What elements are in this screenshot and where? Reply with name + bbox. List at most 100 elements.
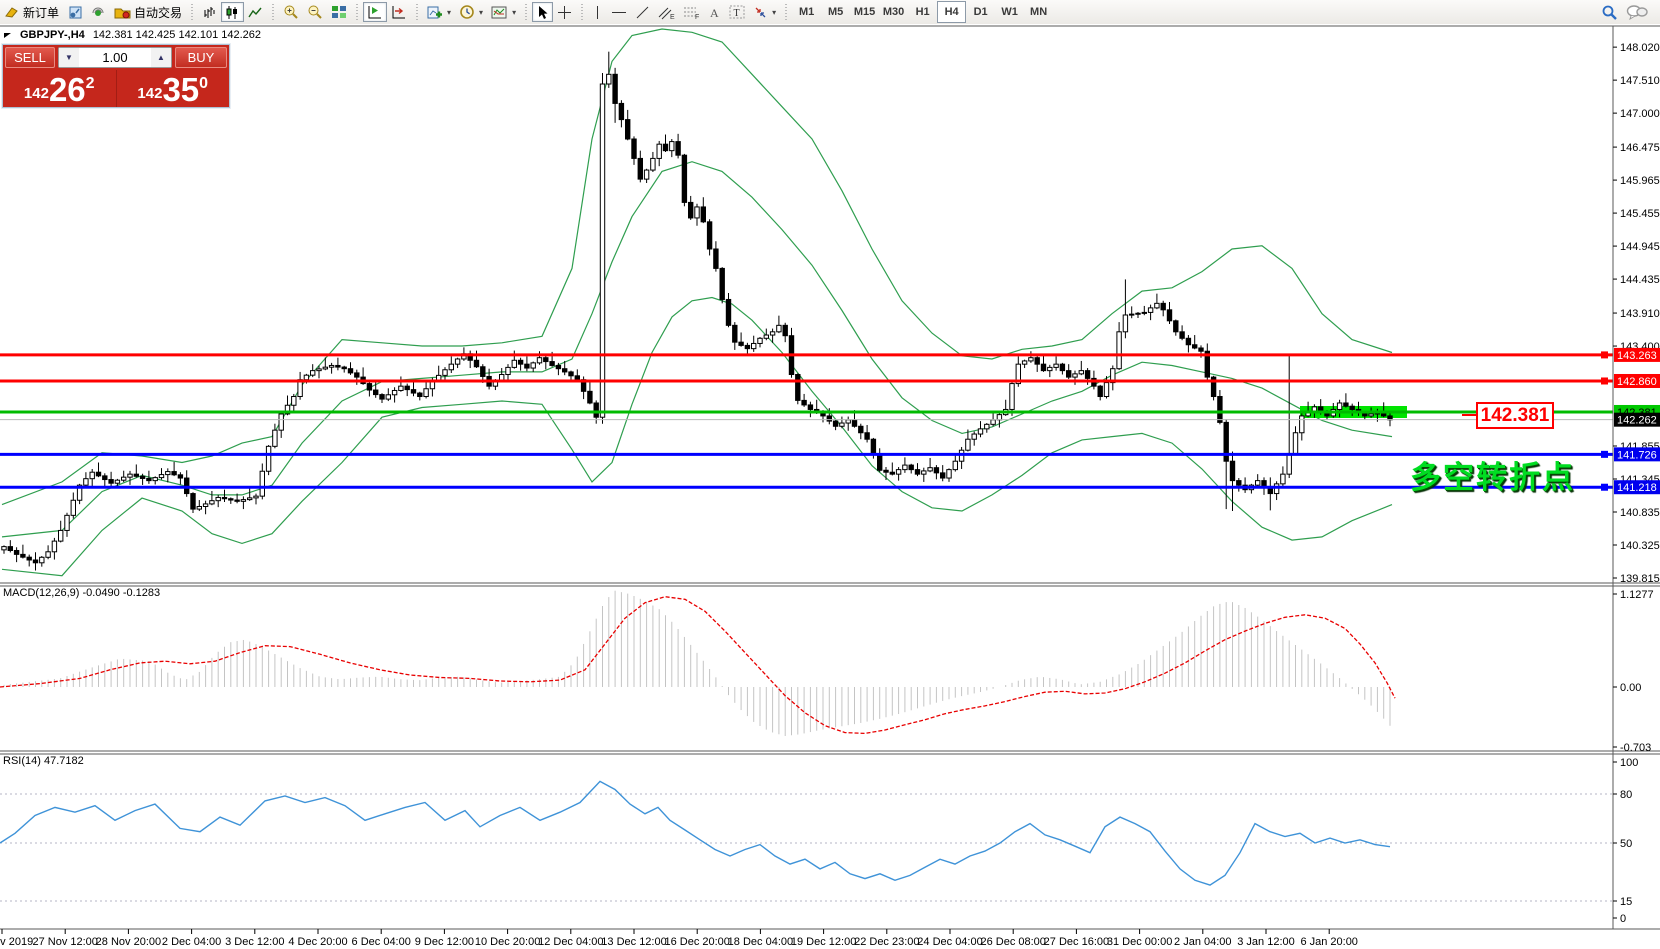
sell-price[interactable]: 142 26 2 (3, 70, 117, 107)
bull-candle (448, 363, 455, 371)
timeframe-M1[interactable]: M1 (798, 6, 815, 18)
bar-chart-button[interactable] (198, 2, 221, 22)
one-click-trading-panel: SELL ▼ 1.00 ▲ BUY 142 26 2 142 35 0 (2, 44, 230, 108)
timeframe-group: M1 M5 M15 M30 H1 H4 D1 W1 MN (792, 1, 1053, 23)
chart-area[interactable]: 148.020 147.510 147.000 146.475 145.965 145.4… (0, 24, 1660, 949)
horizontal-line-button[interactable] (607, 2, 631, 22)
bollinger-lower-band[interactable] (1, 296, 1393, 577)
toolbar-grip (189, 4, 196, 20)
time-axis-label: 4 Dec 20:00 (288, 936, 347, 948)
timeframe-W1[interactable]: W1 (1001, 6, 1018, 18)
bull-candle (45, 551, 51, 558)
volume-value[interactable]: 1.00 (102, 50, 128, 65)
chart-canvas[interactable]: 148.020 147.510 147.000 146.475 145.965 145.4… (0, 24, 1660, 949)
turning-point-annotation[interactable]: 多空转折点 (1410, 460, 1575, 495)
bear-candle (1185, 337, 1192, 346)
templates-button[interactable]: ▾ (487, 2, 520, 22)
bear-candle (32, 559, 39, 564)
bull-candle (599, 83, 606, 418)
line-marker[interactable] (1601, 450, 1608, 458)
auto-scroll-button[interactable] (363, 2, 388, 22)
zoom-in-icon (284, 5, 298, 19)
buy-button[interactable]: BUY (175, 47, 227, 68)
timeframe-D1[interactable]: D1 (973, 6, 988, 18)
volume-increase-button[interactable]: ▲ (151, 48, 171, 67)
timeframe-M5[interactable]: M5 (827, 6, 844, 18)
bull-candle (511, 359, 517, 368)
line-marker[interactable] (1601, 483, 1608, 491)
bull-candle (209, 500, 215, 505)
market-watch-button[interactable] (63, 2, 87, 22)
buy-price[interactable]: 142 35 0 (117, 70, 230, 107)
bear-candle (1160, 302, 1166, 311)
bear-candle (1343, 402, 1349, 407)
zoom-out-button[interactable] (303, 2, 327, 22)
bear-candle (1179, 331, 1185, 339)
bear-candle (190, 493, 196, 510)
periods-clock-icon (460, 5, 474, 19)
bear-candle (555, 364, 562, 370)
chat-button[interactable] (1622, 2, 1652, 22)
timeframe-H4[interactable]: H4 (937, 1, 967, 23)
bull-candle (1047, 366, 1053, 372)
zoom-out-icon (308, 5, 322, 19)
bull-candle (952, 460, 958, 471)
bear-candle (473, 359, 480, 368)
bollinger-middle-band[interactable] (1, 161, 1393, 538)
bull-candle (751, 342, 757, 350)
data-feed-button[interactable] (87, 2, 110, 22)
candlestick-chart-button[interactable] (221, 2, 245, 22)
bear-candle (681, 154, 688, 203)
tile-windows-button[interactable] (327, 2, 351, 22)
bull-candle (763, 334, 769, 339)
cursor-button[interactable] (532, 2, 554, 22)
new-order-label: 新订单 (23, 5, 60, 20)
timeframe-M15[interactable]: M15 (853, 6, 876, 18)
chart-shift-button[interactable] (387, 2, 411, 22)
sell-button[interactable]: SELL (5, 47, 55, 68)
main-toolbar: 新订单 自动交易 ▾ ▾ ▾ (0, 0, 1660, 25)
search-button[interactable] (1597, 2, 1622, 22)
fibonacci-button[interactable]: F (679, 2, 704, 22)
line-marker[interactable] (1601, 377, 1608, 385)
zoom-in-button[interactable] (279, 2, 303, 22)
arrows-icon (755, 7, 766, 17)
periods-button[interactable]: ▾ (455, 2, 487, 22)
bull-candle (1368, 413, 1374, 417)
bear-candle (858, 425, 864, 434)
line-chart-button[interactable] (244, 2, 267, 22)
bull-candle (694, 206, 700, 219)
line-marker[interactable] (1601, 351, 1608, 359)
bull-candle (1299, 415, 1305, 434)
bollinger-upper-band[interactable] (1, 28, 1393, 506)
price-callout-label[interactable]: 142.381 (1462, 402, 1554, 429)
bear-candle (517, 359, 524, 365)
buy-price-base: 142 (137, 85, 163, 102)
timeframe-MN[interactable]: MN (1030, 6, 1048, 18)
bear-candle (417, 392, 423, 398)
timeframe-H1[interactable]: H1 (915, 6, 930, 18)
bear-candle (221, 496, 228, 500)
bear-candle (20, 553, 26, 558)
bear-candle (1084, 370, 1091, 379)
crosshair-button[interactable] (553, 2, 576, 22)
price-badge-142.262 (1614, 412, 1660, 427)
bear-candle (807, 404, 814, 410)
text-icon: A (710, 6, 719, 19)
text-button[interactable]: A (704, 2, 725, 22)
timeframe-M30[interactable]: M30 (882, 6, 905, 18)
new-order-button[interactable]: 新订单 (0, 2, 63, 22)
bull-candle (253, 495, 259, 499)
bear-candle (341, 366, 347, 370)
autotrading-button[interactable]: 自动交易 (110, 2, 186, 22)
text-label-button[interactable]: T (725, 2, 749, 22)
trendline-button[interactable] (631, 2, 654, 22)
vertical-line-button[interactable] (588, 2, 607, 22)
price-badge-text: 142.860 (1617, 376, 1657, 388)
bull-candle (1292, 432, 1299, 454)
indicators-button[interactable]: ▾ (423, 2, 455, 22)
time-axis-label: 25 Nov 2019 (0, 936, 33, 948)
equidistant-channel-button[interactable]: E (654, 2, 679, 22)
arrows-button[interactable]: ▾ (749, 2, 780, 22)
volume-decrease-button[interactable]: ▼ (59, 48, 79, 67)
